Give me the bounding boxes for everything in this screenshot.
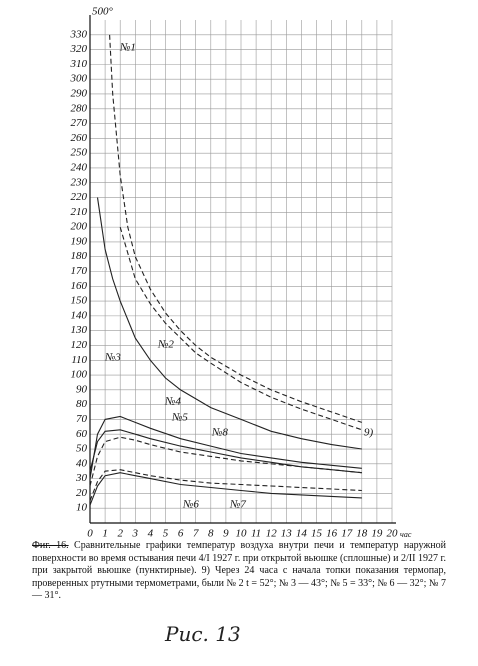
y-tick-label: 260 <box>71 132 88 144</box>
caption-number: Фиг. 16. <box>32 540 69 551</box>
y-tick-label: 330 <box>70 28 88 40</box>
y-tick-label: 270 <box>71 117 88 129</box>
y-tick-label: 30 <box>75 472 88 484</box>
y-tick-label: 300 <box>70 73 88 85</box>
series-line <box>89 469 362 502</box>
y-tick-label: 240 <box>71 161 88 173</box>
series-label: №3 <box>104 352 121 364</box>
caption-block: Фиг. 16. Сравнительные графики температу… <box>32 540 446 603</box>
y-tick-label: 220 <box>71 191 88 203</box>
y-tick-label: 320 <box>70 43 88 55</box>
x-axis-label: час <box>400 530 412 539</box>
x-tick-label: 10 <box>236 528 248 540</box>
x-tick-label: 13 <box>281 528 293 540</box>
x-tick-label: 16 <box>326 528 338 540</box>
x-tick-label: 8 <box>208 528 214 540</box>
x-tick-label: 15 <box>311 528 323 540</box>
x-tick-label: 1 <box>102 528 108 540</box>
x-tick-label: 5 <box>163 528 169 540</box>
y-tick-label: 40 <box>76 457 88 469</box>
x-tick-label: 2 <box>117 528 123 540</box>
series-line <box>109 34 362 423</box>
series-label: №8 <box>211 427 228 439</box>
x-tick-label: 4 <box>148 528 154 540</box>
y-tick-label: 10 <box>76 502 88 514</box>
series-line <box>89 415 362 479</box>
y-tick-label: 50 <box>76 443 88 455</box>
x-tick-label: 20 <box>387 528 399 540</box>
annotation: 9) <box>364 427 374 439</box>
y-tick-label: 210 <box>71 206 88 218</box>
x-tick-label: 6 <box>178 528 184 540</box>
x-tick-label: 14 <box>296 528 308 540</box>
y-tick-label: 130 <box>71 324 88 336</box>
series-line <box>89 472 362 506</box>
y-tick-label: 120 <box>71 339 88 351</box>
y-tick-label: 140 <box>71 309 88 321</box>
y-tick-label: 190 <box>71 235 88 247</box>
y-tick-label: 90 <box>76 383 88 395</box>
y-tick-label: 150 <box>71 295 88 307</box>
y-tick-label: 70 <box>76 413 88 425</box>
x-tick-label: 7 <box>193 528 199 540</box>
y-tick-label: 250 <box>71 147 88 159</box>
series-label: №2 <box>157 339 174 351</box>
y-tick-label: 20 <box>76 487 88 499</box>
y-tick-label: 310 <box>70 58 88 70</box>
series-line <box>96 197 362 450</box>
y-tick-label: 160 <box>71 280 88 292</box>
series-line <box>89 429 362 474</box>
series-label: №5 <box>171 412 188 424</box>
y-tick-label: 280 <box>71 102 88 114</box>
y-tick-label: 230 <box>71 176 88 188</box>
x-tick-label: 3 <box>132 528 139 540</box>
annotation: 500° <box>92 6 114 18</box>
y-tick-label: 110 <box>71 354 87 366</box>
y-tick-label: 60 <box>76 428 88 440</box>
caption: Сравнительные графики температур воздуха… <box>32 540 446 601</box>
x-tick-label: 19 <box>371 528 383 540</box>
series-label: №7 <box>229 499 246 511</box>
series-label: №4 <box>164 396 181 408</box>
x-tick-label: 0 <box>87 528 93 540</box>
series-line <box>119 226 362 431</box>
y-tick-label: 180 <box>71 250 88 262</box>
x-tick-label: 12 <box>266 528 278 540</box>
y-tick-label: 80 <box>76 398 88 410</box>
y-tick-label: 170 <box>71 265 88 277</box>
x-tick-label: 18 <box>356 528 368 540</box>
x-tick-label: 9 <box>223 528 229 540</box>
y-tick-label: 100 <box>71 369 88 381</box>
series-label: №1 <box>119 42 136 54</box>
x-tick-label: 17 <box>341 528 353 540</box>
x-tick-label: 11 <box>251 528 261 540</box>
y-tick-label: 290 <box>71 88 88 100</box>
y-tick-label: 200 <box>71 221 88 233</box>
chart: 1020304050607080901001101201301401501601… <box>70 6 412 540</box>
series-label: №6 <box>182 499 199 511</box>
figure-label: Рис. 13 <box>165 622 241 646</box>
